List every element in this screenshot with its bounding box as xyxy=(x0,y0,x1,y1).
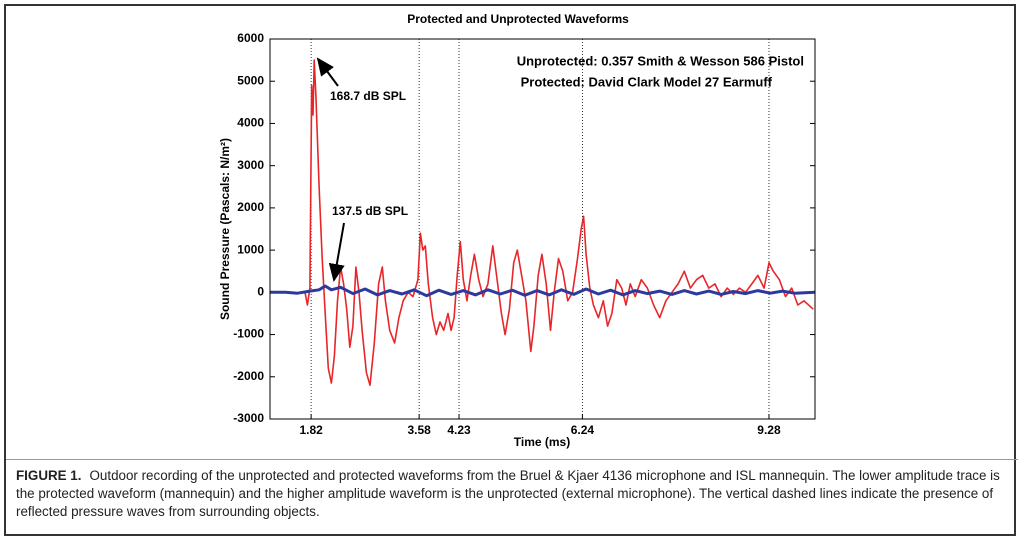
annotation: 137.5 dB SPL xyxy=(332,204,408,218)
y-tick-label: -3000 xyxy=(233,411,264,425)
chart: Protected and Unprotected Waveforms Time… xyxy=(218,12,816,449)
line-series xyxy=(304,59,814,386)
annotation-arrow xyxy=(328,222,345,282)
y-tick-label: 2000 xyxy=(237,200,264,214)
y-tick-label: 1000 xyxy=(237,242,264,256)
y-tick-label: 4000 xyxy=(237,116,264,130)
y-axis-label: Sound Pressure (Pascals: N/m²) xyxy=(218,138,232,320)
x-tick-label: 9.28 xyxy=(757,423,781,437)
annotation: Protected: David Clark Model 27 Earmuff xyxy=(521,74,773,89)
chart-title: Protected and Unprotected Waveforms xyxy=(407,12,629,26)
annotation: 168.7 dB SPL xyxy=(330,89,406,103)
x-tick-label: 6.24 xyxy=(571,423,595,437)
y-tick-label: 0 xyxy=(257,285,264,299)
x-axis-label: Time (ms) xyxy=(514,435,570,449)
y-tick-label: 5000 xyxy=(237,73,264,87)
annotation-arrow xyxy=(316,57,339,87)
y-tick-label: 3000 xyxy=(237,158,264,172)
separator xyxy=(6,459,1018,460)
caption-label: FIGURE 1. xyxy=(16,468,82,483)
plot-frame xyxy=(269,38,816,420)
x-tick-label: 3.58 xyxy=(407,423,431,437)
x-tick-label: 1.82 xyxy=(299,423,323,437)
caption-text: Outdoor recording of the unprotected and… xyxy=(16,468,1000,519)
line-series xyxy=(270,284,816,298)
y-tick-label: 6000 xyxy=(237,31,264,45)
annotation: Unprotected: 0.357 Smith & Wesson 586 Pi… xyxy=(517,53,804,68)
plot-area xyxy=(270,39,815,419)
x-tick-label: 4.23 xyxy=(447,423,471,437)
y-tick-label: -1000 xyxy=(233,327,264,341)
caption: FIGURE 1. Outdoor recording of the unprot… xyxy=(16,467,1010,521)
figure-frame xyxy=(4,4,1016,536)
y-tick-label: -2000 xyxy=(233,369,264,383)
